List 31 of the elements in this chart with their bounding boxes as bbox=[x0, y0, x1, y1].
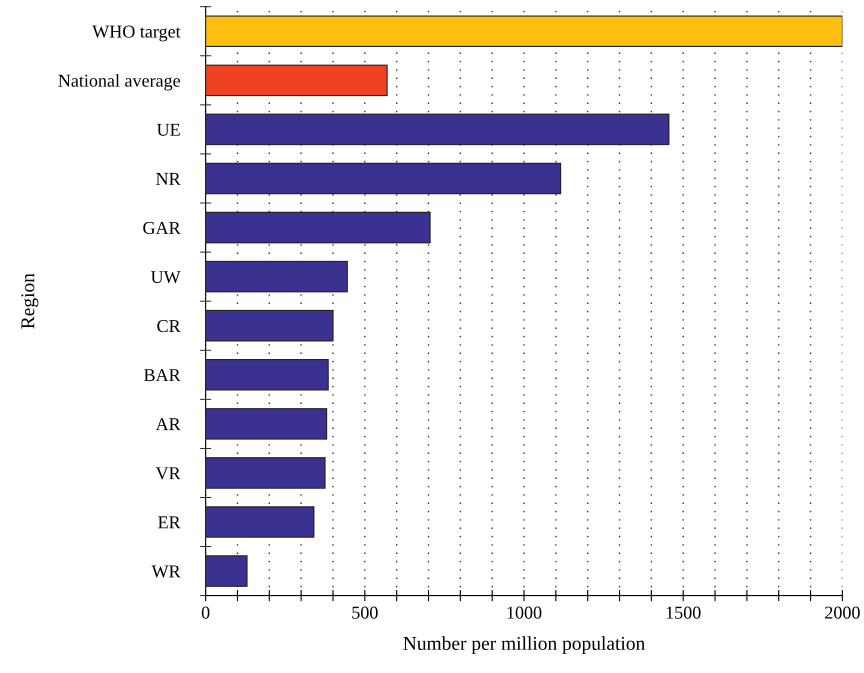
bar bbox=[206, 555, 248, 587]
y-tick-label: GAR bbox=[143, 222, 181, 234]
bar bbox=[206, 457, 326, 489]
bar bbox=[206, 260, 348, 292]
bar bbox=[206, 359, 329, 391]
x-tick-label: 1500 bbox=[666, 606, 701, 619]
bar bbox=[206, 114, 670, 146]
x-tick-label: 2000 bbox=[825, 606, 860, 619]
y-axis-title: Region bbox=[21, 273, 38, 329]
y-tick-label: WR bbox=[152, 566, 181, 578]
y-tick-label: AR bbox=[156, 418, 181, 430]
y-tick-label: ER bbox=[158, 516, 181, 528]
bar bbox=[206, 64, 388, 96]
x-tick-label: 0 bbox=[202, 606, 210, 619]
bar bbox=[206, 506, 314, 538]
y-tick-label: VR bbox=[156, 467, 181, 480]
y-tick-label: CR bbox=[157, 320, 181, 332]
bar bbox=[206, 310, 334, 342]
bar bbox=[206, 212, 431, 244]
bar bbox=[206, 408, 328, 440]
x-axis-title: Number per million population bbox=[403, 636, 645, 654]
bar bbox=[206, 162, 562, 194]
bar bbox=[206, 16, 842, 48]
x-tick-label: 500 bbox=[352, 606, 378, 619]
y-tick-label: NR bbox=[156, 172, 181, 185]
y-tick-label: National average bbox=[58, 74, 180, 90]
y-tick-label: UW bbox=[150, 271, 181, 284]
x-tick-label: 1000 bbox=[508, 606, 542, 619]
y-tick-label: UE bbox=[156, 124, 180, 136]
y-tick-label: BAR bbox=[144, 369, 181, 382]
y-tick-label: WHO target bbox=[92, 26, 181, 42]
